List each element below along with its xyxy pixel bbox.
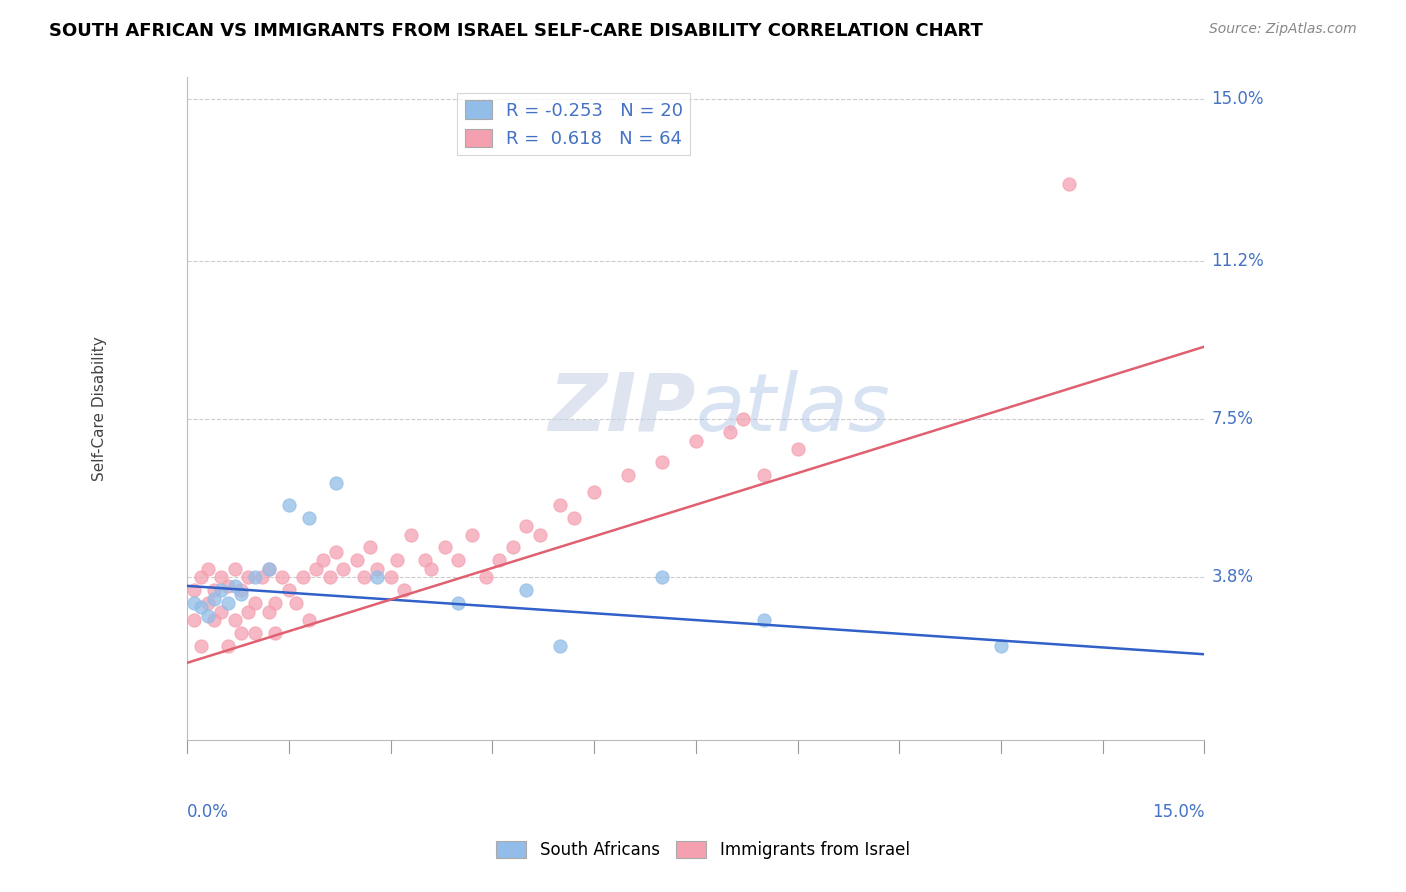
Point <box>325 545 347 559</box>
Point <box>231 583 253 598</box>
Point <box>387 553 409 567</box>
Point <box>685 434 707 448</box>
Point <box>366 562 388 576</box>
Point <box>183 613 205 627</box>
Point <box>190 600 212 615</box>
Legend: South Africans, Immigrants from Israel: South Africans, Immigrants from Israel <box>489 834 917 866</box>
Point <box>529 527 551 541</box>
Point <box>325 476 347 491</box>
Text: 0.0%: 0.0% <box>187 803 229 821</box>
Point <box>651 570 673 584</box>
Point <box>312 553 335 567</box>
Point <box>651 455 673 469</box>
Point <box>420 562 443 576</box>
Point <box>224 562 246 576</box>
Text: 15.0%: 15.0% <box>1211 90 1264 108</box>
Text: atlas: atlas <box>696 369 890 448</box>
Point <box>298 510 321 524</box>
Point <box>583 484 606 499</box>
Point <box>224 579 246 593</box>
Point <box>238 570 260 584</box>
Point <box>202 613 225 627</box>
Point <box>394 583 416 598</box>
Point <box>433 541 456 555</box>
Point <box>515 519 537 533</box>
Point <box>413 553 436 567</box>
Point <box>359 541 381 555</box>
Point <box>305 562 328 576</box>
Point <box>318 570 340 584</box>
Point <box>752 613 775 627</box>
Point <box>190 570 212 584</box>
Point <box>183 583 205 598</box>
Point <box>197 596 219 610</box>
Text: 11.2%: 11.2% <box>1211 252 1264 270</box>
Point <box>502 541 524 555</box>
Point <box>217 596 239 610</box>
Point <box>447 596 470 610</box>
Point <box>257 562 280 576</box>
Point <box>231 626 253 640</box>
Point <box>224 613 246 627</box>
Point <box>353 570 375 584</box>
Point <box>332 562 354 576</box>
Point <box>197 608 219 623</box>
Point <box>217 639 239 653</box>
Point <box>250 570 273 584</box>
Point <box>488 553 510 567</box>
Point <box>447 553 470 567</box>
Point <box>209 605 232 619</box>
Point <box>718 425 741 439</box>
Legend: R = -0.253   N = 20, R =  0.618   N = 64: R = -0.253 N = 20, R = 0.618 N = 64 <box>457 93 690 155</box>
Point <box>257 605 280 619</box>
Point <box>209 570 232 584</box>
Point <box>197 562 219 576</box>
Point <box>271 570 294 584</box>
Point <box>733 412 755 426</box>
Text: SOUTH AFRICAN VS IMMIGRANTS FROM ISRAEL SELF-CARE DISABILITY CORRELATION CHART: SOUTH AFRICAN VS IMMIGRANTS FROM ISRAEL … <box>49 22 983 40</box>
Point <box>752 467 775 482</box>
Point <box>183 596 205 610</box>
Point <box>291 570 314 584</box>
Point <box>209 583 232 598</box>
Point <box>284 596 307 610</box>
Point <box>617 467 640 482</box>
Point <box>243 596 266 610</box>
Point <box>238 605 260 619</box>
Point <box>990 639 1012 653</box>
Point <box>217 579 239 593</box>
Point <box>231 587 253 601</box>
Point <box>474 570 496 584</box>
Point <box>278 498 301 512</box>
Point <box>515 583 537 598</box>
Point <box>278 583 301 598</box>
Point <box>190 639 212 653</box>
Point <box>461 527 484 541</box>
Text: 15.0%: 15.0% <box>1152 803 1205 821</box>
Point <box>298 613 321 627</box>
Point <box>243 570 266 584</box>
Point <box>264 626 287 640</box>
Point <box>257 562 280 576</box>
Point <box>264 596 287 610</box>
Point <box>548 639 571 653</box>
Text: 7.5%: 7.5% <box>1211 410 1253 428</box>
Text: Self-Care Disability: Self-Care Disability <box>91 336 107 481</box>
Point <box>243 626 266 640</box>
Point <box>202 591 225 606</box>
Text: Source: ZipAtlas.com: Source: ZipAtlas.com <box>1209 22 1357 37</box>
Point <box>786 442 808 457</box>
Point <box>399 527 422 541</box>
Point <box>366 570 388 584</box>
Text: ZIP: ZIP <box>548 369 696 448</box>
Point <box>346 553 368 567</box>
Point <box>562 510 585 524</box>
Point <box>380 570 402 584</box>
Text: 3.8%: 3.8% <box>1211 568 1253 586</box>
Point <box>202 583 225 598</box>
Point <box>1057 178 1080 192</box>
Point <box>548 498 571 512</box>
